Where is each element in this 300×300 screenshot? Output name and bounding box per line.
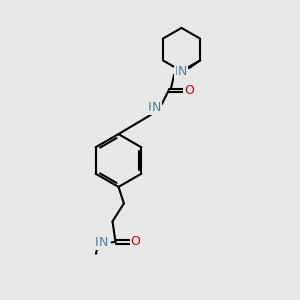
Text: O: O xyxy=(131,235,140,248)
Text: H: H xyxy=(174,65,184,78)
Text: H: H xyxy=(95,236,104,249)
Text: H: H xyxy=(148,101,157,114)
Text: N: N xyxy=(152,101,161,114)
Text: N: N xyxy=(178,65,187,78)
Text: N: N xyxy=(98,236,108,249)
Text: O: O xyxy=(184,84,194,97)
